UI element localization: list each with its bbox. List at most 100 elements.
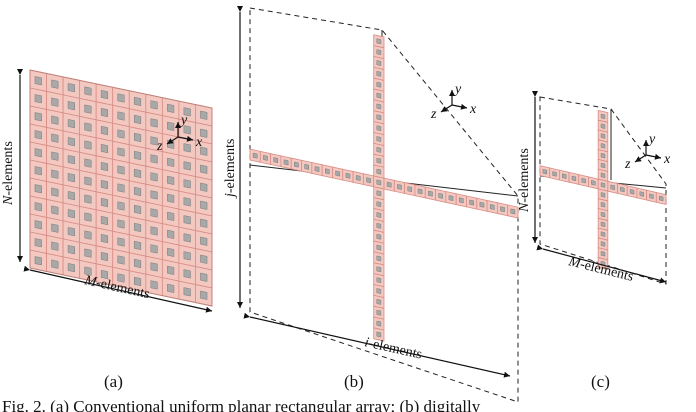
- panel-c-label: (c): [591, 372, 610, 391]
- element-patch: [183, 287, 191, 297]
- element-patch: [183, 161, 191, 171]
- m-dimension-arrow: [536, 244, 667, 284]
- element-patch: [571, 175, 577, 182]
- element-patch: [67, 227, 75, 237]
- element-patch: [150, 172, 158, 182]
- element-patch: [200, 164, 208, 174]
- element-patch: [183, 125, 191, 135]
- element-patch: [600, 251, 606, 257]
- element-patch: [376, 201, 382, 208]
- cross-array-c: [539, 109, 667, 271]
- element-patch: [51, 169, 59, 179]
- element-patch: [376, 266, 382, 273]
- element-patch: [100, 251, 109, 262]
- element-patch: [133, 168, 142, 179]
- element-patch: [133, 204, 142, 215]
- element-patch: [376, 92, 382, 99]
- element-patch: [84, 248, 92, 258]
- element-patch: [117, 165, 125, 175]
- element-patch: [304, 163, 309, 170]
- element-patch: [34, 184, 42, 194]
- element-patch: [133, 258, 142, 269]
- element-patch: [84, 212, 92, 222]
- element-patch: [117, 111, 125, 121]
- element-patch: [376, 190, 382, 197]
- element-patch: [600, 143, 606, 149]
- x-axis-label: x: [195, 135, 203, 150]
- element-patch: [84, 158, 92, 168]
- element-patch: [100, 107, 109, 118]
- element-patch: [200, 236, 208, 246]
- element-patch: [283, 159, 289, 166]
- element-patch: [200, 272, 208, 282]
- element-patch: [150, 280, 158, 290]
- i-dimension-arrow: [243, 312, 511, 378]
- element-patch: [100, 161, 109, 172]
- element-patch: [335, 170, 340, 177]
- element-patch: [273, 157, 279, 164]
- element-patch: [376, 60, 382, 66]
- figure-caption: Fig. 2. (a) Conventional uniform planar …: [2, 398, 481, 412]
- element-patch: [376, 244, 382, 251]
- element-patch: [600, 182, 606, 188]
- aperture-outline-b: [249, 7, 519, 403]
- element-patch: [100, 179, 109, 190]
- element-patch: [67, 101, 75, 111]
- element-patch: [200, 254, 208, 264]
- element-patch: [629, 189, 635, 195]
- element-patch: [294, 161, 299, 168]
- element-patch: [117, 219, 125, 229]
- element-patch: [183, 143, 191, 153]
- element-patch: [133, 150, 142, 161]
- y-axis-label: y: [453, 82, 462, 97]
- element-patch: [67, 155, 75, 165]
- element-patch: [34, 220, 42, 230]
- element-patch: [459, 197, 464, 204]
- element-patch: [183, 251, 191, 261]
- element-patch: [658, 195, 664, 202]
- element-patch: [376, 309, 382, 316]
- element-patch: [438, 192, 443, 199]
- element-patch: [183, 233, 191, 243]
- element-patch: [167, 175, 175, 185]
- element-patch: [581, 177, 586, 184]
- element-patch: [376, 114, 382, 121]
- panel-c: N-elements M-elements y z x (c): [517, 91, 671, 391]
- element-patch: [376, 255, 382, 262]
- element-patch: [376, 157, 382, 164]
- element-patch: [167, 247, 175, 257]
- element-patch: [591, 180, 596, 186]
- element-patch: [84, 140, 92, 150]
- element-patch: [600, 211, 606, 218]
- element-patch: [51, 259, 59, 269]
- element-patch: [84, 86, 92, 96]
- element-patch: [167, 103, 175, 113]
- element-patch: [133, 132, 142, 143]
- element-patch: [200, 200, 208, 210]
- element-patch: [469, 199, 474, 206]
- element-patch: [500, 206, 505, 213]
- element-patch: [417, 188, 423, 195]
- element-patch: [84, 176, 92, 186]
- element-patch: [67, 245, 75, 255]
- element-patch: [325, 168, 330, 175]
- axes-triad-b: y z x: [430, 82, 477, 122]
- m-dimension-arrow: [23, 265, 213, 313]
- element-patch: [376, 103, 382, 110]
- element-patch: [376, 136, 382, 142]
- element-patch: [51, 151, 59, 161]
- element-patch: [67, 209, 75, 219]
- element-patch: [67, 137, 75, 147]
- element-patch: [200, 128, 208, 138]
- element-patch: [117, 93, 125, 103]
- element-patch: [167, 121, 175, 131]
- element-patch: [407, 186, 413, 193]
- z-axis-label: z: [430, 107, 437, 122]
- element-patch: [51, 115, 59, 125]
- element-patch: [200, 110, 208, 120]
- element-patch: [376, 298, 382, 305]
- element-patch: [376, 233, 382, 240]
- element-patch: [366, 177, 371, 184]
- element-patch: [133, 186, 142, 197]
